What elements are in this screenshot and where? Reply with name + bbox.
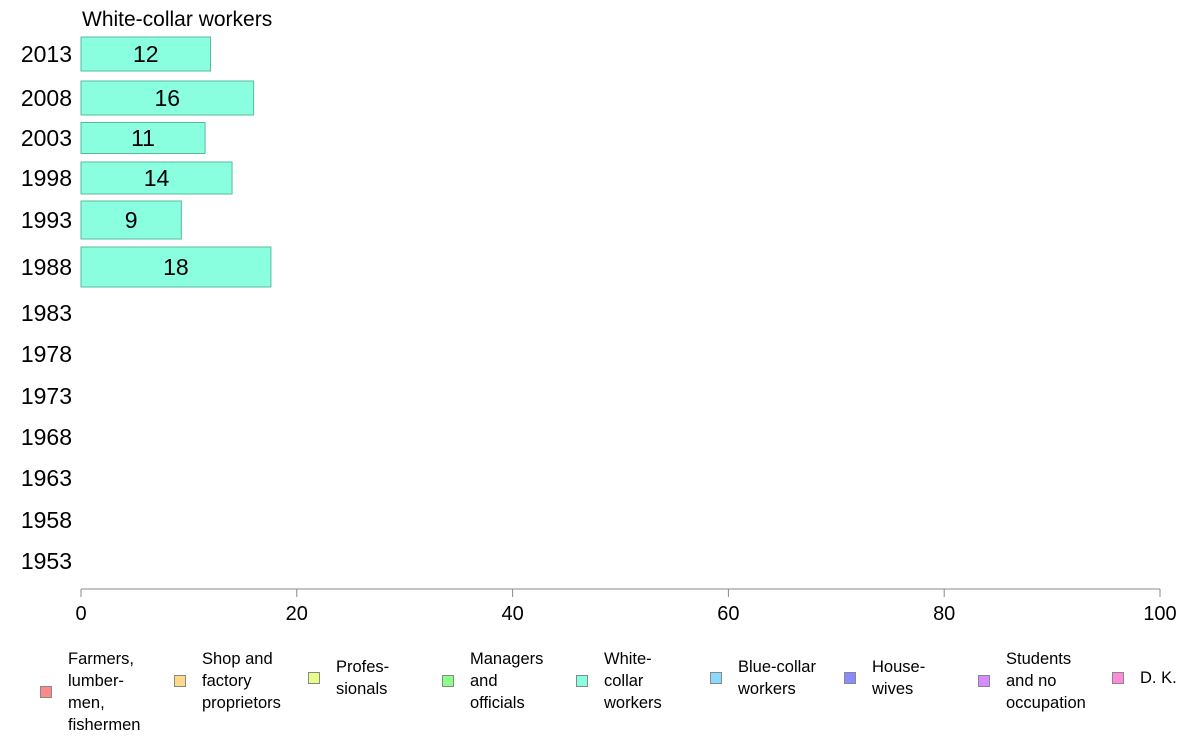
- x-tick-label: 20: [286, 603, 308, 625]
- y-tick-label: 2013: [21, 41, 72, 67]
- bar-data-label: 14: [144, 165, 170, 191]
- legend-item: House- wives: [844, 656, 925, 700]
- bar-data-label: 9: [125, 207, 138, 233]
- chart-title: White-collar workers: [82, 8, 272, 31]
- x-tick-label: 40: [501, 603, 523, 625]
- legend-item: Students and no occupation: [978, 648, 1086, 714]
- legend-swatch: [40, 686, 52, 698]
- y-tick-label: 1953: [21, 548, 72, 574]
- legend-item: D. K.: [1112, 667, 1177, 689]
- x-tick-label: 100: [1143, 603, 1176, 625]
- bar-data-label: 11: [131, 125, 155, 151]
- legend-label: White- collar workers: [604, 650, 662, 712]
- legend-label: Profes- sionals: [336, 658, 390, 698]
- bar-data-label: 16: [155, 85, 181, 111]
- legend-label: Blue-collar workers: [738, 658, 816, 698]
- bar-data-label: 18: [163, 254, 189, 280]
- y-tick-label: 2008: [21, 85, 72, 111]
- bar: [80, 122, 206, 154]
- legend-item: Blue-collar workers: [710, 656, 816, 700]
- bar: [80, 200, 182, 240]
- y-tick-label: 1988: [21, 254, 72, 280]
- legend-label: Shop and factory proprietors: [202, 650, 281, 712]
- legend-swatch: [710, 672, 722, 684]
- x-tick-label: 80: [933, 603, 955, 625]
- y-tick-label: 1978: [21, 341, 72, 367]
- legend-swatch: [174, 675, 186, 687]
- y-tick-label: 1983: [21, 300, 72, 326]
- bar-data-label: 12: [133, 41, 159, 67]
- legend-item: White- collar workers: [576, 648, 662, 714]
- legend-label: Students and no occupation: [1006, 650, 1086, 712]
- legend-label: D. K.: [1140, 669, 1177, 687]
- legend-label: Farmers, lumber- men, fishermen: [68, 650, 141, 734]
- legend-swatch: [576, 675, 588, 687]
- y-tick-label: 1973: [21, 383, 72, 409]
- y-tick-label: 1968: [21, 424, 72, 450]
- legend-swatch: [442, 675, 454, 687]
- y-tick-label: 1998: [21, 165, 72, 191]
- y-tick-label: 1993: [21, 207, 72, 233]
- y-tick-label: 1963: [21, 465, 72, 491]
- bar: [80, 80, 255, 116]
- legend-item: Farmers, lumber- men, fishermen: [40, 648, 140, 736]
- legend-item: Profes- sionals: [308, 656, 389, 700]
- legend-swatch: [844, 672, 856, 684]
- legend-label: House- wives: [872, 658, 926, 698]
- legend-swatch: [978, 675, 990, 687]
- bar: [80, 246, 272, 288]
- legend-item: Managers and officials: [442, 648, 543, 714]
- bar: [80, 161, 233, 195]
- x-tick-label: 0: [75, 603, 86, 625]
- legend: Farmers, lumber- men, fishermen Shop and …: [0, 648, 1188, 734]
- legend-swatch: [308, 672, 320, 684]
- y-tick-label: 1958: [21, 507, 72, 533]
- legend-label: Managers and officials: [470, 650, 544, 712]
- bar: [80, 36, 211, 72]
- legend-swatch: [1112, 672, 1124, 684]
- legend-item: Shop and factory proprietors: [174, 648, 281, 714]
- x-tick-label: 60: [717, 603, 739, 625]
- y-tick-label: 2003: [21, 125, 72, 151]
